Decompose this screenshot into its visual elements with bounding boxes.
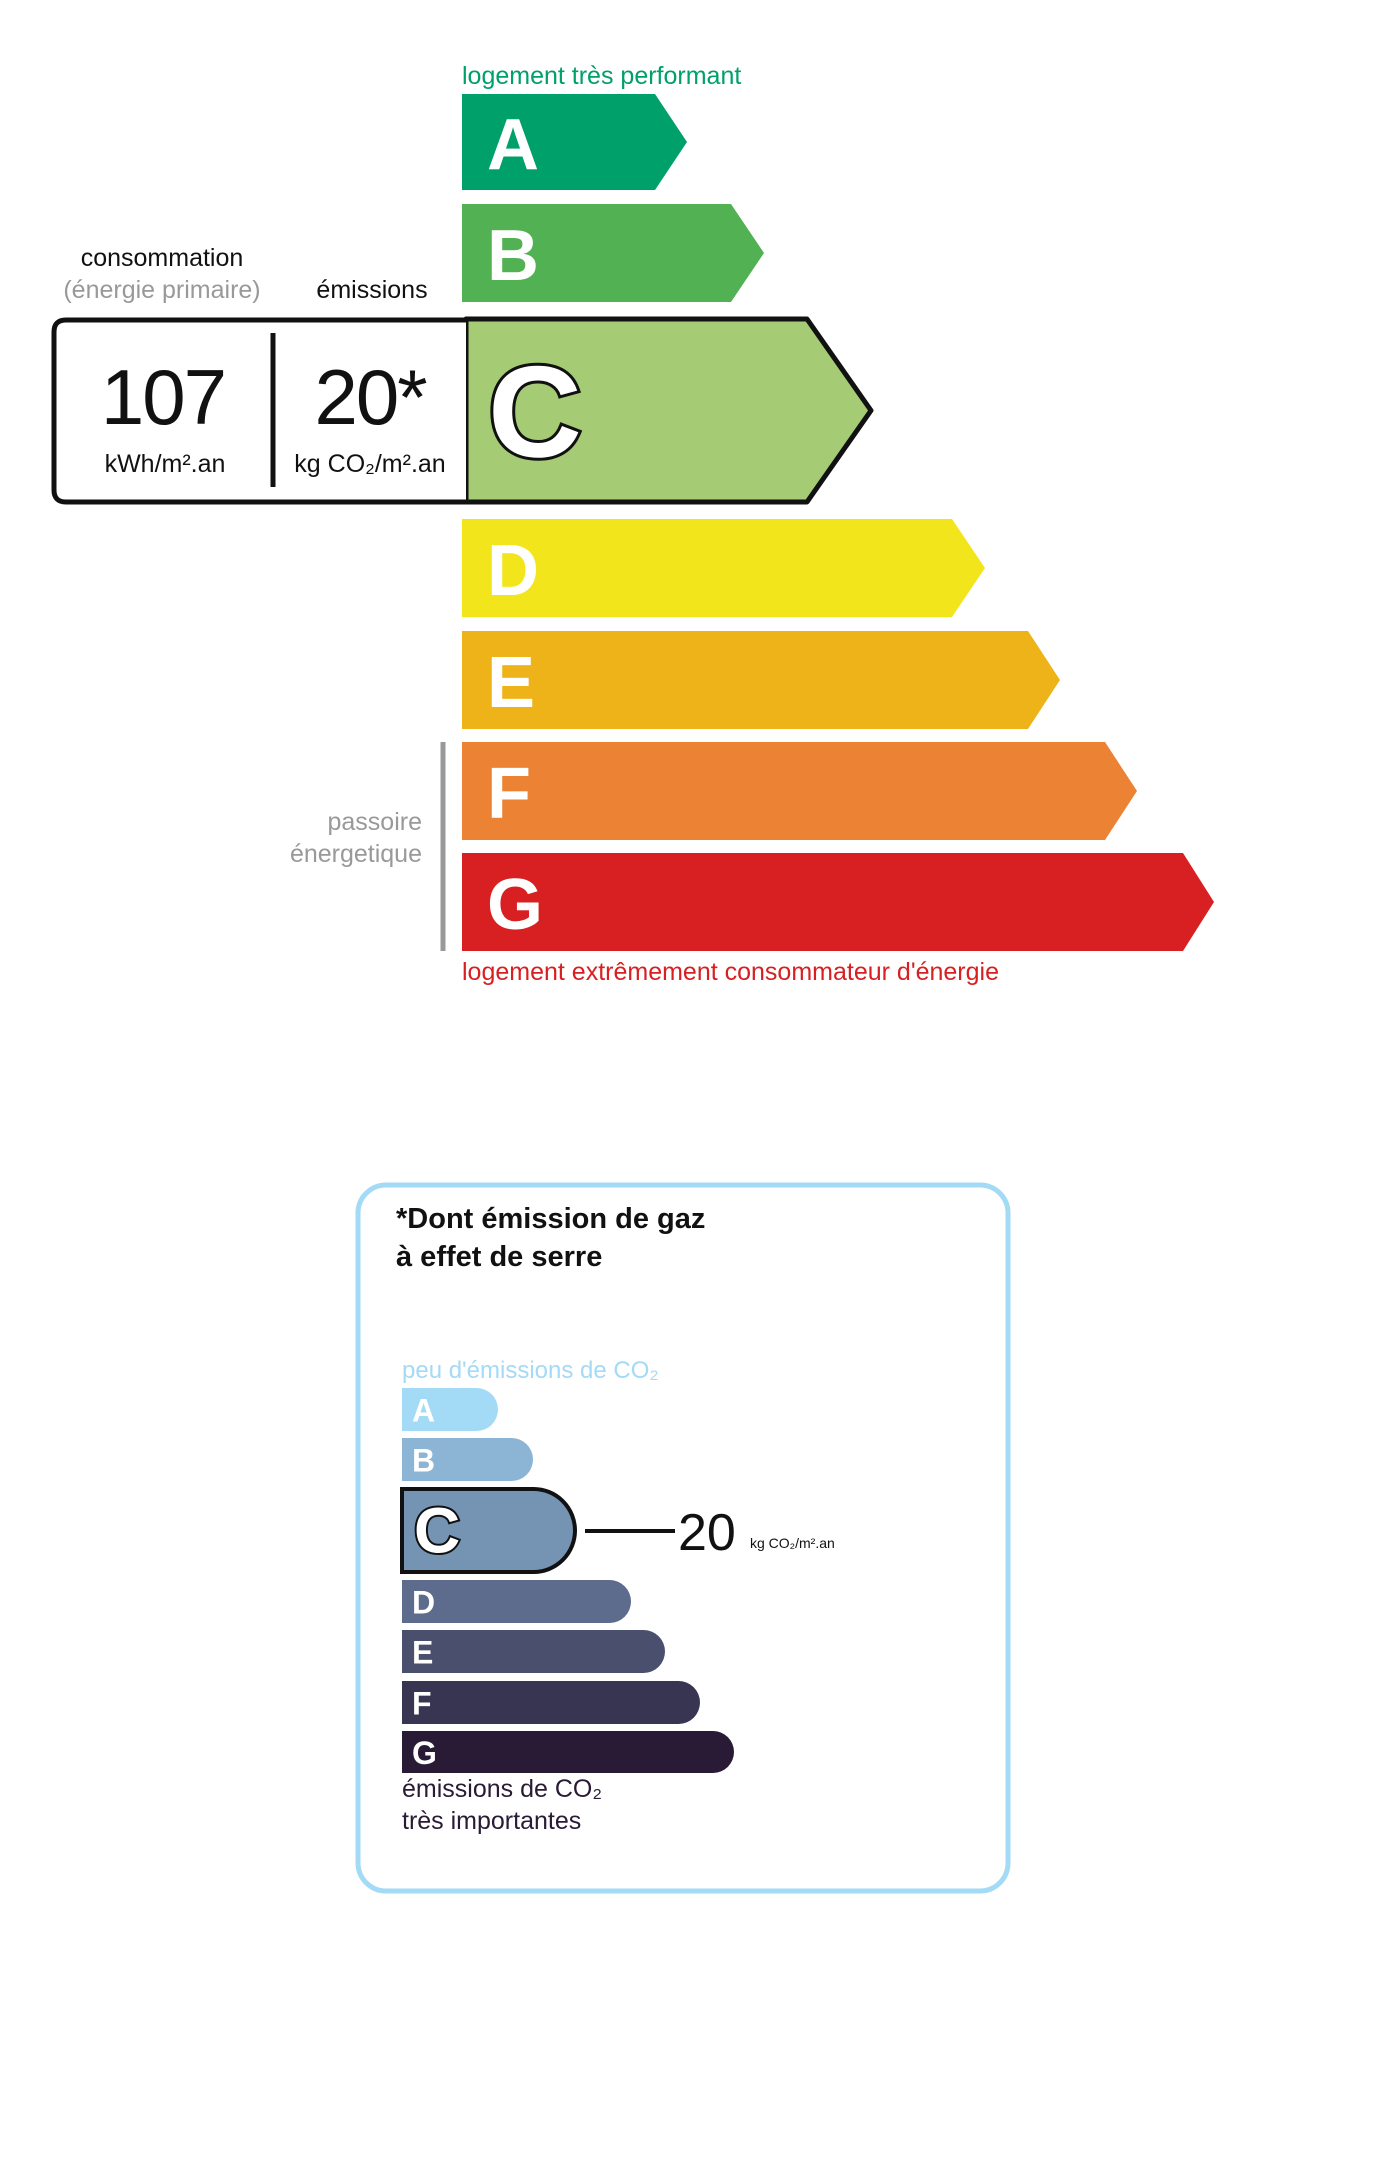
energy-class-b-bar — [462, 204, 764, 302]
consumption-label: consommation — [81, 244, 244, 272]
ges-unit: kg CO₂/m².an — [750, 1535, 835, 1551]
ges-class-a-letter: A — [412, 1393, 435, 1429]
energy-class-g-letter: G — [487, 865, 543, 945]
ges-class-g-bar — [402, 1731, 734, 1773]
emissions-unit: kg CO₂/m².an — [294, 450, 445, 478]
energy-class-g-bar — [462, 853, 1214, 951]
ges-class-d-bar — [402, 1580, 631, 1623]
ges-class-e-bar — [402, 1630, 665, 1673]
energy-class-c-letter: C — [488, 339, 582, 485]
energy-class-a-bar — [462, 94, 687, 190]
energy-class-d-bar — [462, 519, 985, 617]
ges-class-d-letter: D — [412, 1585, 435, 1621]
emissions-label: émissions — [316, 276, 427, 304]
ges-class-f-letter: F — [412, 1686, 432, 1722]
energy-class-d-letter: D — [487, 531, 539, 611]
ges-class-g-letter: G — [412, 1735, 437, 1771]
ges-bottom-label-line1: émissions de CO₂ — [402, 1775, 602, 1803]
ges-class-f-bar — [402, 1681, 700, 1724]
ges-class-e-letter: E — [412, 1635, 433, 1671]
ges-class-b-letter: B — [412, 1443, 435, 1479]
ges-title-line1: *Dont émission de gaz — [396, 1203, 705, 1235]
energy-class-f-letter: F — [487, 754, 531, 834]
consumption-unit: kWh/m².an — [105, 450, 226, 478]
ges-class-c-bar — [400, 1487, 577, 1574]
energy-class-f-bar — [462, 742, 1137, 840]
energy-class-e-letter: E — [487, 643, 535, 723]
energy-class-a-letter: A — [487, 105, 539, 185]
emissions-value: 20* — [314, 353, 427, 441]
ges-top-label: peu d'émissions de CO₂ — [402, 1357, 659, 1384]
ges-class-a-bar — [402, 1387, 498, 1431]
ges-class-b-bar — [402, 1438, 533, 1481]
energy-bottom-label: logement extrêmement consommateur d'éner… — [462, 958, 999, 986]
value-box — [51, 317, 466, 505]
ges-value: 20 — [678, 1504, 736, 1562]
consumption-value: 107 — [101, 353, 225, 441]
energy-top-label: logement très performant — [462, 62, 741, 90]
passoire-label-line1: passoire — [328, 808, 423, 836]
ges-class-c-letter: C — [414, 1495, 460, 1567]
energy-class-b-letter: B — [487, 216, 539, 296]
energy-class-e-bar — [462, 631, 1060, 729]
consumption-sublabel: (énergie primaire) — [63, 276, 260, 304]
ges-bottom-label-line2: très importantes — [402, 1807, 581, 1835]
ges-title-line2: à effet de serre — [396, 1241, 602, 1273]
passoire-label-line2: énergetique — [290, 840, 422, 868]
